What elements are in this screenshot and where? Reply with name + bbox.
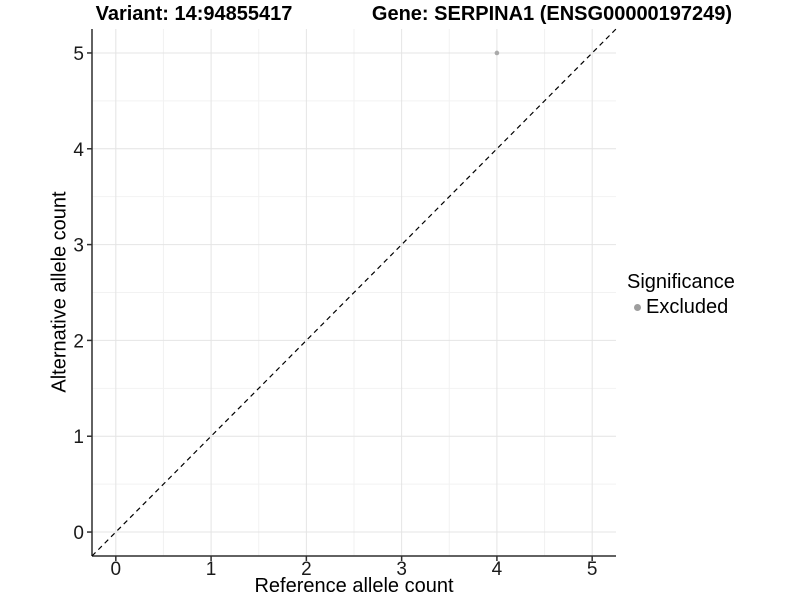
legend-key-dot	[634, 303, 641, 311]
y-tick-label: 3	[73, 236, 84, 257]
y-axis-title: Alternative allele count	[48, 191, 71, 393]
legend-item-excluded: Excluded	[627, 296, 735, 318]
y-tick-label: 5	[73, 44, 84, 65]
x-tick-label: 0	[111, 559, 122, 580]
legend-item-label: Excluded	[646, 296, 729, 318]
x-tick-label: 2	[301, 559, 312, 580]
x-tick-label: 3	[396, 559, 407, 580]
x-tick-label: 4	[492, 559, 503, 580]
plot-title-variant: Variant: 14:94855417	[95, 3, 293, 25]
legend: Significance Excluded	[627, 271, 735, 318]
y-tick-label: 1	[73, 427, 84, 448]
y-tick-label: 4	[73, 140, 84, 161]
x-tick-label: 5	[587, 559, 598, 580]
data-point	[494, 50, 500, 56]
x-tick-label: 1	[206, 559, 217, 580]
identity-reference-line	[91, 28, 617, 557]
plot-title-gene: Gene: SERPINA1 (ENSG00000197249)	[371, 3, 733, 25]
y-tick-label: 2	[73, 331, 84, 352]
y-tick-label: 0	[73, 523, 84, 544]
legend-title: Significance	[627, 271, 735, 293]
x-axis-title: Reference allele count	[254, 575, 454, 597]
